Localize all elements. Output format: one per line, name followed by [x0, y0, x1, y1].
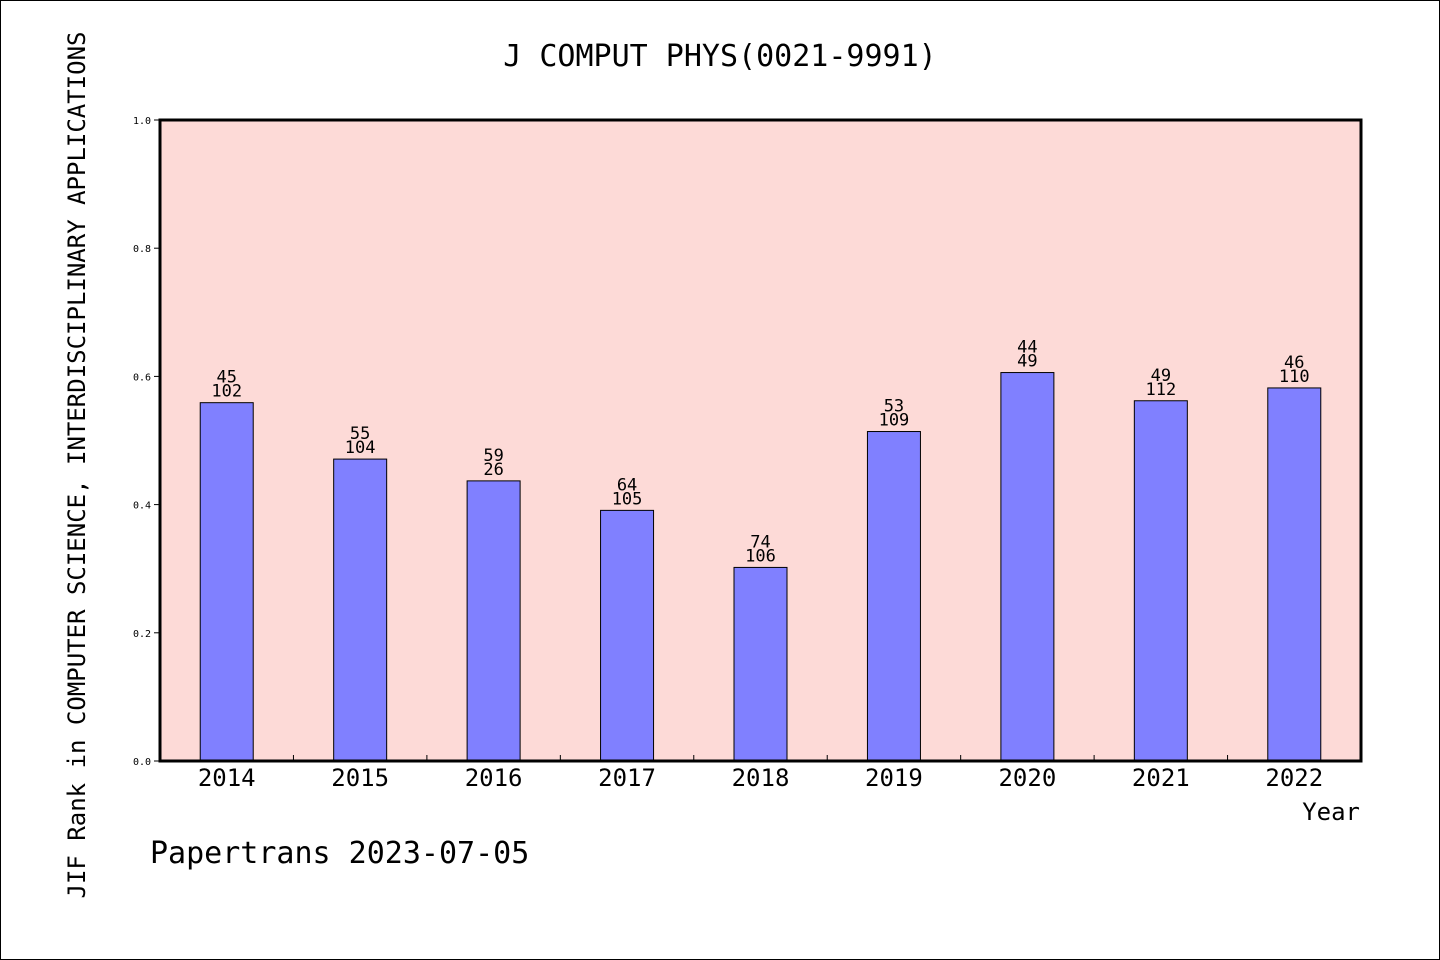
bar-2016: [466, 480, 521, 762]
bar-2020: [1000, 372, 1055, 762]
x-tick-label: 2017: [598, 764, 656, 792]
bar-2017: [600, 509, 655, 762]
bar-2018: [733, 566, 788, 762]
bar-label-total: 49: [1017, 352, 1037, 372]
y-tick-label: 0.2: [133, 629, 151, 640]
x-tick-label: 2019: [865, 764, 923, 792]
bar-label-rank: 74: [750, 532, 770, 552]
bar-label-total: 104: [345, 438, 376, 458]
bar-label-total: 112: [1145, 380, 1176, 400]
chart-title: J COMPUT PHYS(0021-9991): [503, 39, 936, 74]
y-tick-label: 0.4: [133, 501, 151, 512]
footer-credit: Papertrans 2023-07-05: [150, 836, 529, 871]
x-tick-label: 2021: [1132, 764, 1190, 792]
bar-label-total: 102: [211, 382, 242, 402]
bar-2022: [1267, 387, 1322, 762]
bar-label-rank: 55: [350, 424, 370, 444]
x-tick-label: 2016: [465, 764, 523, 792]
bar-label-rank: 49: [1151, 366, 1171, 386]
bar-label-total: 110: [1279, 367, 1310, 387]
bar-2019: [866, 431, 921, 762]
bar-label-rank: 44: [1017, 338, 1037, 358]
bar-label-rank: 64: [617, 475, 637, 495]
plot-border: [158, 118, 1363, 763]
bar-label-total: 106: [745, 546, 776, 566]
bar-2021: [1133, 400, 1188, 762]
bar-label-total: 105: [612, 489, 643, 509]
y-tick-label: 0.8: [133, 244, 151, 255]
x-tick-label: 2014: [198, 764, 256, 792]
y-axis: 0.0 0.2 0.4 0.6 0.8 1.0: [133, 116, 160, 768]
bar-2015: [333, 458, 388, 762]
x-tick-label: 2022: [1265, 764, 1323, 792]
bar-label-rank: 59: [483, 446, 503, 466]
y-tick-label: 0.0: [133, 757, 151, 768]
x-tick-label: 2020: [998, 764, 1056, 792]
x-tick-label: 2018: [732, 764, 790, 792]
y-tick-label: 1.0: [133, 116, 151, 127]
x-axis-label: Year: [1302, 798, 1360, 826]
bar-label-rank: 45: [216, 368, 236, 388]
bar-label-rank: 53: [884, 397, 904, 417]
y-tick-label: 0.6: [133, 372, 151, 383]
y-axis-label: JIF Rank in COMPUTER SCIENCE, INTERDISCI…: [63, 32, 91, 899]
bar-label-total: 26: [483, 460, 503, 480]
bar-label-total: 109: [879, 411, 910, 431]
bar-label-rank: 46: [1284, 353, 1304, 373]
x-tick-label: 2015: [331, 764, 389, 792]
bar-2014: [199, 402, 254, 762]
x-axis: 2014 2015 2016 2017 2018 2019 2020 2021 2022: [198, 755, 1323, 792]
